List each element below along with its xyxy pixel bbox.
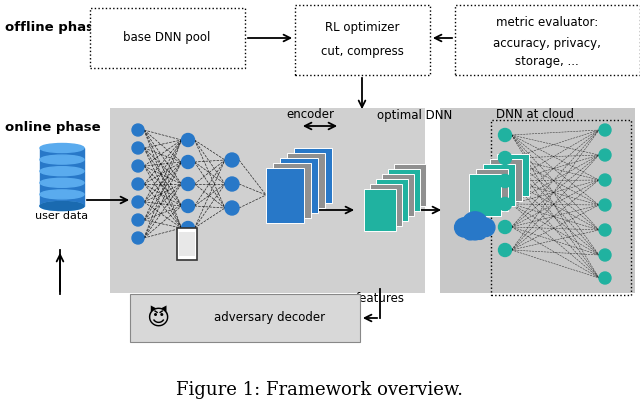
Circle shape: [182, 133, 195, 146]
Text: storage, ...: storage, ...: [515, 54, 579, 67]
Text: Figure 1: Framework overview.: Figure 1: Framework overview.: [177, 381, 463, 399]
Circle shape: [132, 196, 144, 208]
Circle shape: [499, 198, 511, 211]
Bar: [483, 164, 515, 206]
Circle shape: [599, 224, 611, 236]
Bar: [376, 179, 408, 221]
Bar: [497, 154, 529, 196]
Circle shape: [477, 218, 495, 236]
Text: features: features: [355, 292, 404, 304]
Text: adversary decoder: adversary decoder: [214, 312, 326, 324]
Text: offline phase: offline phase: [5, 22, 103, 34]
Bar: [388, 169, 420, 211]
Bar: [382, 174, 414, 216]
Text: accuracy, privacy,: accuracy, privacy,: [493, 36, 601, 49]
Bar: [110, 108, 425, 293]
Ellipse shape: [40, 178, 84, 187]
Circle shape: [499, 128, 511, 142]
Ellipse shape: [40, 167, 84, 176]
Ellipse shape: [40, 155, 84, 164]
Text: user data: user data: [35, 211, 88, 221]
Bar: [273, 162, 311, 218]
Circle shape: [182, 200, 195, 213]
Bar: [130, 294, 360, 342]
Bar: [90, 8, 245, 68]
Circle shape: [132, 160, 144, 172]
Text: online phase: online phase: [5, 121, 100, 135]
Text: metric evaluator:: metric evaluator:: [496, 16, 598, 29]
Circle shape: [182, 178, 195, 191]
Bar: [490, 159, 522, 201]
Bar: [394, 164, 426, 206]
Circle shape: [599, 249, 611, 261]
Circle shape: [225, 153, 239, 167]
Circle shape: [132, 142, 144, 154]
Bar: [469, 174, 501, 216]
Bar: [40, 148, 84, 206]
Circle shape: [225, 201, 239, 215]
Bar: [177, 228, 197, 260]
Circle shape: [132, 232, 144, 244]
Circle shape: [599, 149, 611, 161]
Circle shape: [499, 220, 511, 234]
Circle shape: [473, 226, 486, 239]
Circle shape: [599, 199, 611, 211]
Circle shape: [463, 225, 477, 240]
Circle shape: [599, 174, 611, 186]
Text: 😈: 😈: [147, 308, 170, 328]
Ellipse shape: [40, 190, 84, 199]
Ellipse shape: [40, 202, 84, 211]
Circle shape: [225, 177, 239, 191]
Bar: [440, 108, 635, 293]
Circle shape: [462, 212, 488, 238]
Ellipse shape: [40, 202, 84, 211]
Circle shape: [132, 214, 144, 226]
Text: base DNN pool: base DNN pool: [124, 31, 211, 45]
Bar: [266, 168, 304, 222]
Circle shape: [132, 124, 144, 136]
Bar: [287, 153, 325, 207]
Circle shape: [182, 155, 195, 169]
Text: RL optimizer: RL optimizer: [324, 20, 399, 34]
Circle shape: [182, 222, 195, 234]
Circle shape: [132, 178, 144, 190]
Circle shape: [599, 124, 611, 136]
Bar: [491, 120, 631, 295]
Text: DNN at cloud: DNN at cloud: [496, 108, 574, 121]
Bar: [455, 5, 640, 75]
Circle shape: [499, 243, 511, 256]
Text: optimal DNN: optimal DNN: [378, 108, 452, 121]
Bar: [294, 148, 332, 202]
Text: encoder: encoder: [286, 108, 334, 121]
Bar: [476, 169, 508, 211]
Bar: [179, 232, 195, 256]
Text: cut, compress: cut, compress: [321, 45, 403, 58]
Bar: [280, 157, 318, 213]
Circle shape: [499, 175, 511, 187]
Ellipse shape: [40, 144, 84, 153]
Circle shape: [454, 218, 474, 237]
Bar: [370, 184, 402, 226]
Bar: [295, 5, 430, 75]
Circle shape: [599, 272, 611, 284]
Bar: [364, 189, 396, 231]
Circle shape: [465, 220, 485, 240]
Circle shape: [499, 151, 511, 164]
